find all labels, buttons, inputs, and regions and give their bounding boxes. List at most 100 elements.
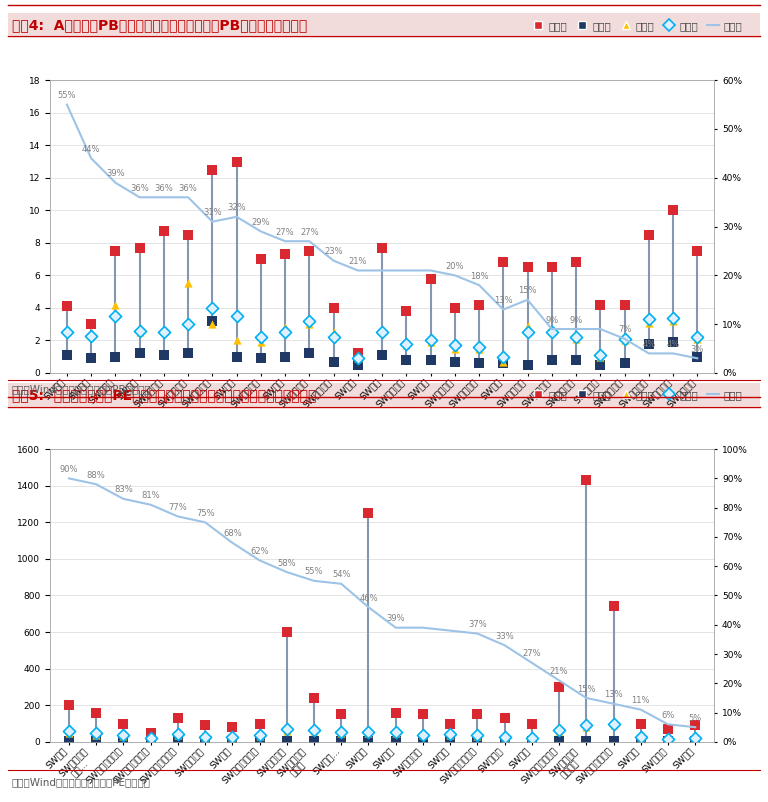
Text: 15%: 15% bbox=[577, 685, 595, 694]
Point bbox=[425, 335, 437, 348]
Point bbox=[691, 332, 703, 345]
Point bbox=[662, 735, 674, 747]
Text: 21%: 21% bbox=[550, 667, 568, 676]
Point bbox=[570, 330, 582, 343]
Point bbox=[157, 225, 170, 238]
Point bbox=[497, 355, 509, 368]
Point bbox=[172, 728, 184, 741]
Point bbox=[525, 731, 538, 744]
Point bbox=[253, 730, 266, 743]
Text: 5%: 5% bbox=[689, 714, 702, 723]
Text: 来源：Wind、国金证券研究所（PB为动态）: 来源：Wind、国金证券研究所（PB为动态） bbox=[12, 385, 151, 395]
Point bbox=[525, 735, 538, 747]
Point bbox=[389, 727, 402, 739]
Point bbox=[144, 731, 157, 744]
Point bbox=[618, 357, 631, 370]
Point bbox=[643, 337, 655, 350]
Point bbox=[327, 355, 339, 368]
Point bbox=[389, 707, 402, 719]
Point bbox=[473, 298, 485, 311]
Point bbox=[207, 314, 219, 327]
Point bbox=[553, 724, 565, 737]
Text: 15%: 15% bbox=[518, 286, 537, 295]
Point bbox=[497, 350, 509, 363]
Text: 32%: 32% bbox=[227, 204, 246, 213]
Text: 18%: 18% bbox=[470, 272, 488, 281]
Point bbox=[689, 735, 701, 747]
Point bbox=[172, 711, 184, 724]
Text: 27%: 27% bbox=[276, 228, 294, 237]
Point bbox=[425, 272, 437, 285]
Text: 68%: 68% bbox=[223, 529, 242, 538]
Point bbox=[207, 318, 219, 330]
Point bbox=[308, 691, 320, 704]
Point bbox=[90, 728, 102, 741]
Point bbox=[643, 229, 655, 241]
Point bbox=[667, 335, 679, 348]
Point bbox=[417, 728, 429, 741]
Point bbox=[157, 326, 170, 338]
Point bbox=[607, 717, 620, 730]
Point bbox=[667, 204, 679, 217]
Text: 7%: 7% bbox=[617, 326, 631, 334]
Point bbox=[472, 730, 484, 743]
Point bbox=[227, 731, 239, 743]
Point bbox=[618, 334, 631, 346]
Point bbox=[498, 731, 511, 743]
Point bbox=[85, 352, 98, 365]
Point bbox=[473, 342, 485, 355]
Point bbox=[335, 725, 347, 738]
Point bbox=[362, 507, 375, 520]
Point bbox=[497, 357, 509, 370]
Point bbox=[570, 256, 582, 269]
Point bbox=[207, 164, 219, 176]
Text: 77%: 77% bbox=[168, 503, 187, 512]
Point bbox=[230, 350, 243, 363]
Point bbox=[182, 318, 194, 330]
Point bbox=[594, 358, 607, 371]
Text: 来源：Wind、国金证券研究所（PE为动态）: 来源：Wind、国金证券研究所（PE为动态） bbox=[12, 778, 151, 788]
Point bbox=[607, 719, 620, 731]
Text: 3%: 3% bbox=[690, 345, 704, 354]
Point bbox=[417, 708, 429, 721]
Point bbox=[362, 735, 375, 747]
Point bbox=[134, 326, 146, 338]
Point bbox=[85, 318, 98, 330]
Point bbox=[199, 735, 211, 747]
Point bbox=[279, 321, 291, 334]
Point bbox=[521, 326, 534, 338]
Point bbox=[444, 727, 456, 740]
Text: 55%: 55% bbox=[58, 91, 76, 100]
Point bbox=[545, 261, 558, 273]
Point bbox=[109, 350, 121, 363]
Point bbox=[144, 735, 157, 747]
Point bbox=[63, 727, 75, 739]
Point bbox=[172, 727, 184, 740]
Point bbox=[279, 350, 291, 363]
Point bbox=[280, 626, 293, 638]
Point bbox=[662, 732, 674, 745]
Point bbox=[376, 326, 389, 338]
Point bbox=[303, 318, 316, 330]
Point bbox=[634, 731, 647, 743]
Point bbox=[643, 316, 655, 329]
Point bbox=[545, 324, 558, 337]
Point bbox=[144, 731, 157, 744]
Text: 11%: 11% bbox=[631, 696, 650, 705]
Point bbox=[400, 339, 412, 352]
Point bbox=[335, 727, 347, 739]
Point bbox=[362, 725, 375, 738]
Text: 29%: 29% bbox=[252, 218, 270, 227]
Point bbox=[90, 707, 102, 720]
Point bbox=[521, 319, 534, 332]
Point bbox=[525, 731, 538, 744]
Point bbox=[352, 352, 364, 365]
Point bbox=[199, 719, 211, 731]
Point bbox=[449, 342, 461, 355]
Point bbox=[662, 723, 674, 735]
Point bbox=[109, 245, 121, 257]
Point bbox=[118, 729, 130, 742]
Point bbox=[545, 326, 558, 338]
Point bbox=[634, 717, 647, 730]
Point bbox=[61, 324, 73, 337]
